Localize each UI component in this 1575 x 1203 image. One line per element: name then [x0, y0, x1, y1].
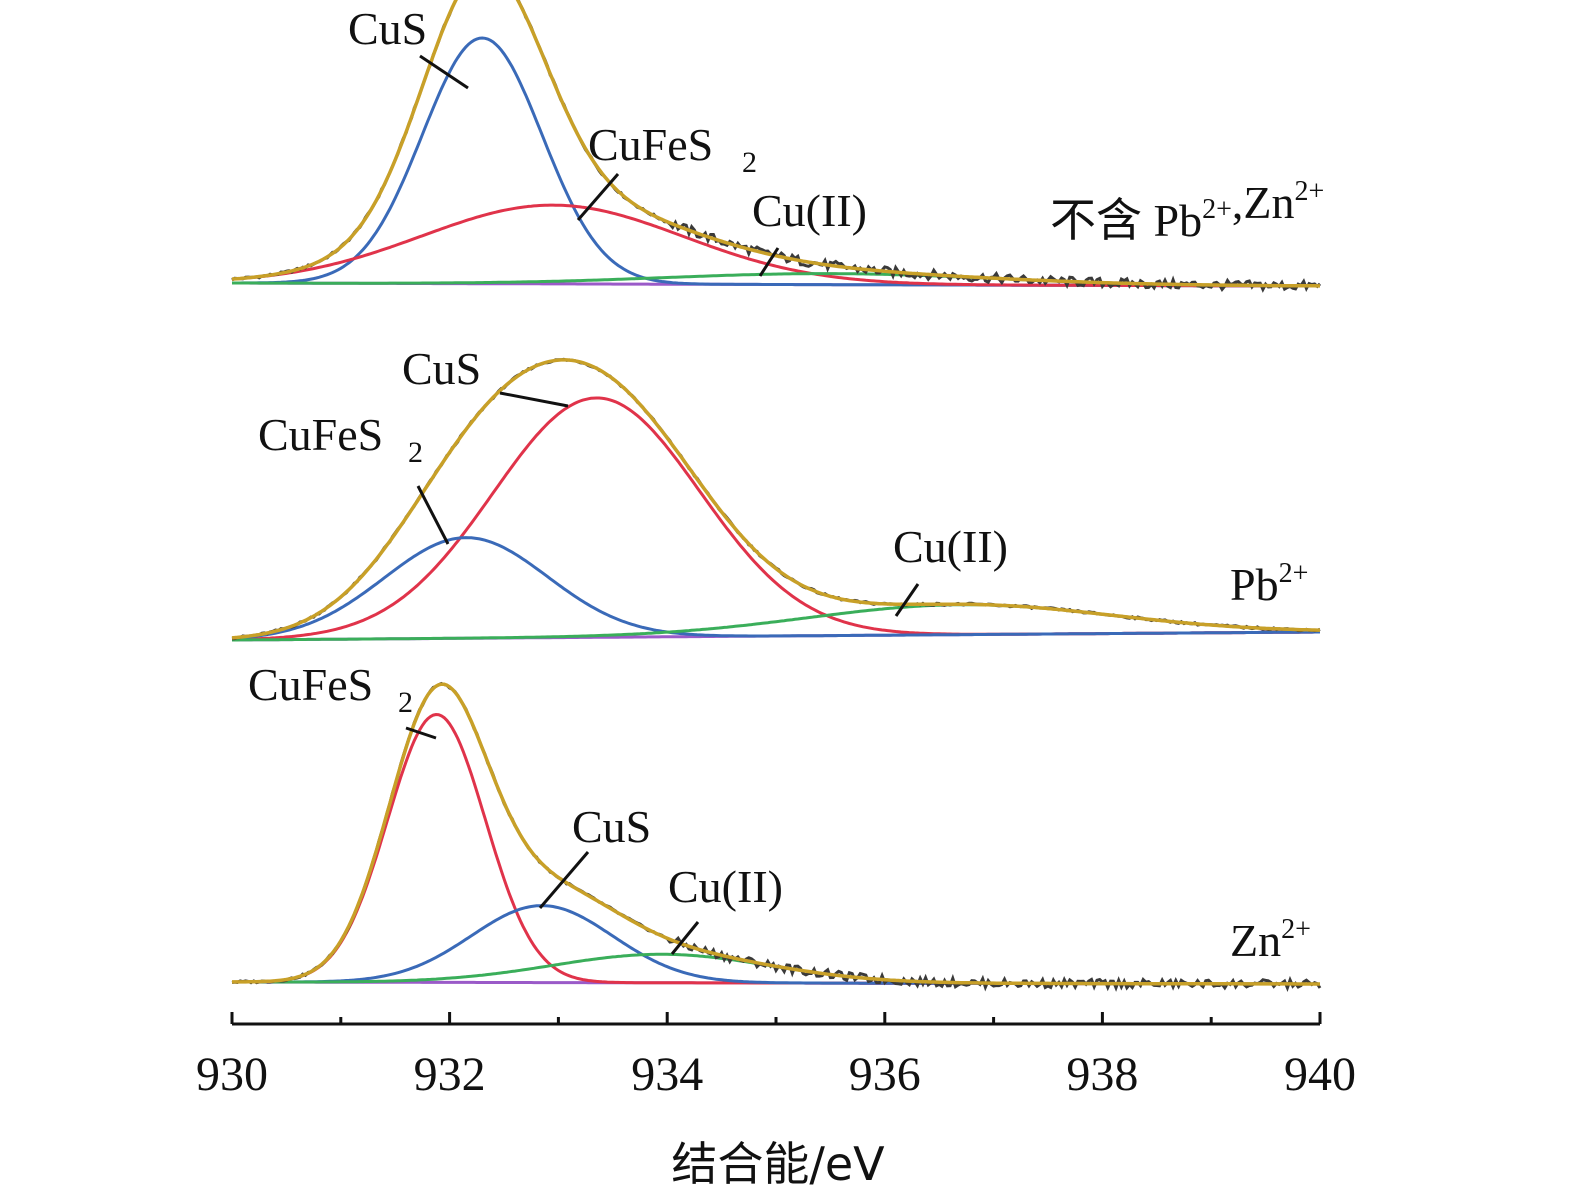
- x-tick-label: 932: [414, 1048, 486, 1101]
- callout-leader-line: [758, 247, 780, 277]
- callout-leader-line: [419, 54, 469, 90]
- peak-label-cufes2: CuFeS: [588, 119, 713, 170]
- x-tick-label: 940: [1284, 1048, 1356, 1101]
- peak-label-subscript: 2: [742, 146, 757, 179]
- callout-leader-line: [576, 173, 620, 221]
- callout-leader-line: [405, 726, 437, 740]
- peak-label-subscript: 2: [398, 686, 413, 719]
- panel-label: Zn2+: [1230, 914, 1311, 966]
- peak-label-subscript: 2: [408, 436, 423, 469]
- peak-label-cuii: Cu(II): [893, 521, 1008, 572]
- peak-label-cus: CuS: [348, 3, 427, 54]
- peak-label-cufes2: CuFeS: [258, 409, 383, 460]
- x-axis-label: 结合能/eV: [671, 1137, 885, 1191]
- callout-leader-line: [499, 391, 569, 408]
- callout-leader-line: [670, 921, 700, 955]
- peak-label-cufes2: CuFeS: [248, 659, 373, 710]
- fit-envelope-line: [232, 682, 1320, 986]
- callout-leader-line: [538, 851, 590, 909]
- panel-label: Pb2+: [1230, 558, 1308, 610]
- panel-label: 不含 Pb2+,Zn2+: [1050, 176, 1324, 246]
- peak-label-cuii: Cu(II): [668, 861, 783, 912]
- peak-cufes2-line: [231, 536, 1320, 640]
- spectra-panels: 不含 Pb2+,Zn2+ CuS CuFeS 2 Cu(II) Pb2+ CuS CuFeS 2…: [231, 0, 1324, 993]
- measured-spectrum-line: [231, 357, 1321, 641]
- panel-1: 不含 Pb2+,Zn2+ CuS CuFeS 2 Cu(II): [231, 0, 1324, 293]
- fit-envelope-line: [231, 0, 1320, 288]
- peak-label-cuii: Cu(II): [752, 185, 867, 236]
- panel-3: Zn2+ CuFeS 2 CuS Cu(II): [231, 659, 1322, 993]
- callout-leader-line: [894, 583, 920, 617]
- peak-cus-line: [232, 396, 1320, 641]
- x-tick-label: 938: [1066, 1048, 1138, 1101]
- x-tick-label: 934: [631, 1048, 703, 1101]
- peak-label-cus: CuS: [402, 343, 481, 394]
- x-axis: 930 932 934 936 938 940: [196, 1012, 1356, 1101]
- x-tick-label: 930: [196, 1048, 268, 1101]
- fit-envelope-line: [231, 358, 1320, 640]
- callout-leader-line: [416, 485, 450, 545]
- measured-spectrum-line: [231, 681, 1322, 993]
- peak-cufes2-line: [232, 712, 1320, 986]
- peak-label-cus: CuS: [572, 801, 651, 852]
- panel-2: Pb2+ CuS CuFeS 2 Cu(II): [231, 343, 1321, 642]
- x-tick-label: 936: [849, 1048, 921, 1101]
